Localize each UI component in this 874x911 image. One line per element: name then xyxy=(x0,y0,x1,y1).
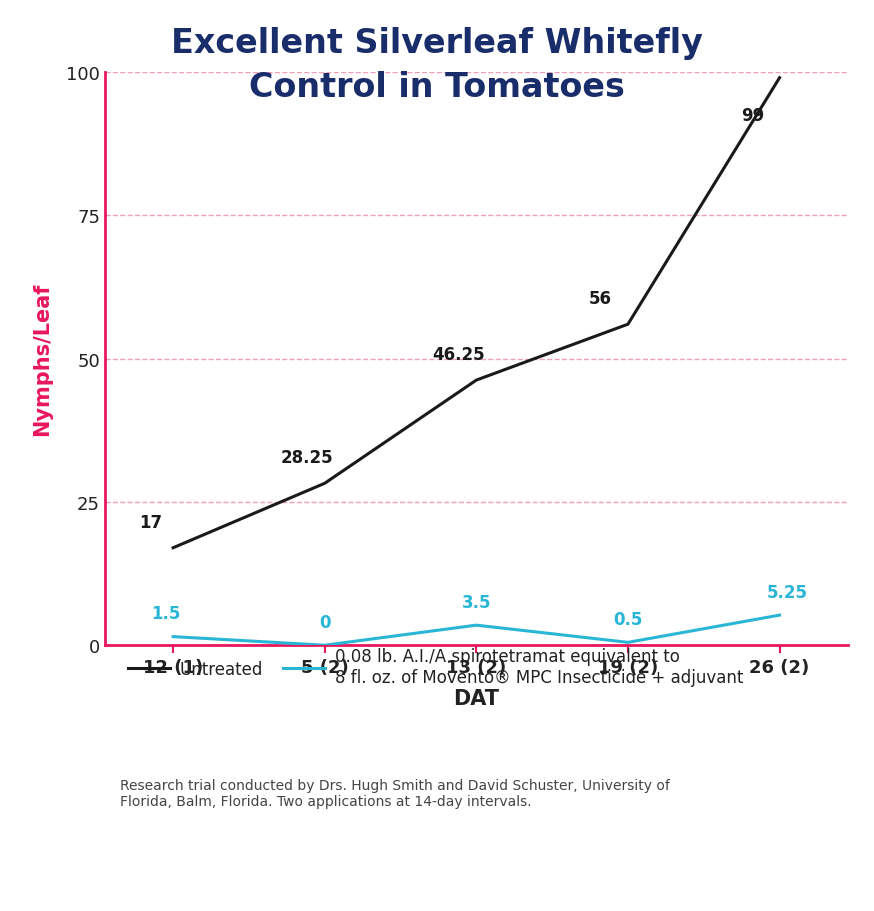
Text: Research trial conducted by Drs. Hugh Smith and David Schuster, University of
Fl: Research trial conducted by Drs. Hugh Sm… xyxy=(120,778,669,808)
Text: 99: 99 xyxy=(740,107,764,125)
Text: Excellent Silverleaf Whitefly
Control in Tomatoes: Excellent Silverleaf Whitefly Control in… xyxy=(171,27,703,104)
Y-axis label: Nymphs/Leaf: Nymphs/Leaf xyxy=(32,282,52,435)
Text: 1.5: 1.5 xyxy=(151,605,180,622)
X-axis label: DAT: DAT xyxy=(454,688,499,708)
Text: 56: 56 xyxy=(589,290,612,308)
Text: 28.25: 28.25 xyxy=(281,448,333,466)
Text: 0: 0 xyxy=(319,613,330,631)
Legend: Untreated, 0.08 lb. A.I./A spirotetramat equivalent to
8 fl. oz. of Movento® MPC: Untreated, 0.08 lb. A.I./A spirotetramat… xyxy=(128,648,743,686)
Text: 3.5: 3.5 xyxy=(461,593,491,611)
Text: 17: 17 xyxy=(139,513,162,531)
Text: 5.25: 5.25 xyxy=(766,583,808,601)
Text: 46.25: 46.25 xyxy=(432,345,484,363)
Text: 0.5: 0.5 xyxy=(614,610,642,629)
